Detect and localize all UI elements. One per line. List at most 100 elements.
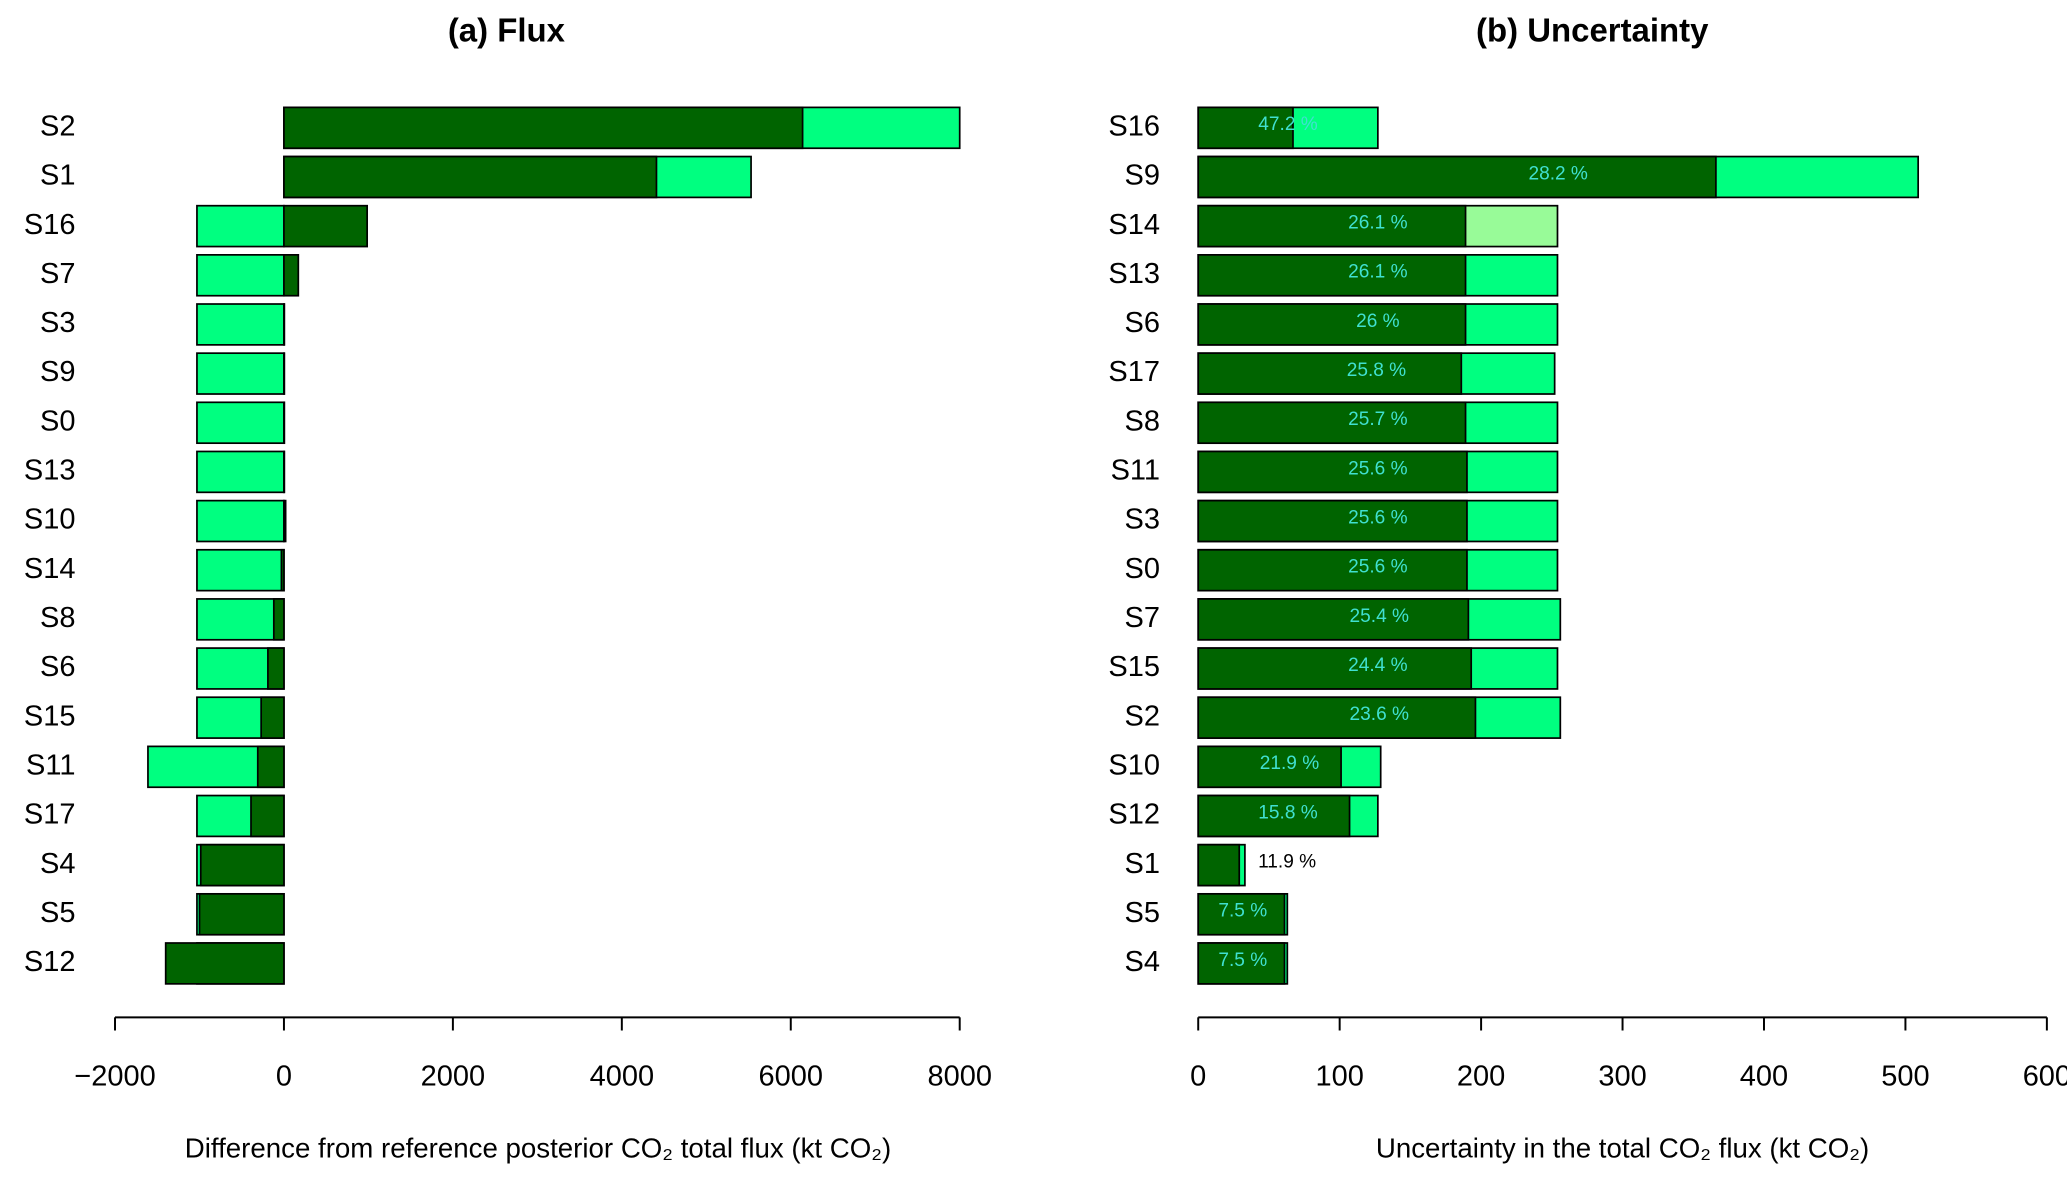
bar [164,942,285,985]
category-label: S9 [1125,160,1160,192]
bar [1197,155,1717,199]
category-label: S5 [1125,897,1160,929]
bar [1197,794,1351,838]
bar [1197,499,1468,543]
x-tick-label: 200 [1457,1061,1505,1093]
category-label: S13 [24,455,76,487]
category-label: S9 [40,356,75,388]
x-tick-label: 0 [276,1061,292,1093]
x-tick-label: 300 [1598,1061,1646,1093]
bar [196,352,285,395]
x-axis-title: Difference from reference posterior CO₂ … [185,1133,891,1164]
category-label: S10 [24,504,76,536]
bar [1197,843,1241,887]
bar [196,499,285,543]
bar [196,548,285,592]
category-label: S8 [40,602,75,634]
bar [1197,598,1470,641]
bar [1197,942,1286,985]
bar [260,696,285,739]
bar [199,843,285,887]
value-label: 25.7 % [1348,409,1407,430]
value-label: 25.6 % [1348,507,1407,528]
category-label: S5 [40,897,75,929]
bar [196,204,285,248]
bar [198,892,285,936]
bar [283,106,804,150]
category-label: S7 [40,258,75,290]
x-tick-label: 2000 [421,1061,485,1093]
bar [283,204,369,248]
category-label: S1 [1125,848,1160,880]
value-label: 25.6 % [1348,458,1407,479]
category-label: S14 [1108,209,1160,241]
category-label: S17 [24,799,76,831]
category-label: S3 [40,307,75,339]
category-label: S12 [1108,799,1160,831]
category-label: S11 [1111,455,1160,487]
category-label: S17 [1108,356,1160,388]
category-label: S2 [40,110,75,142]
bar [196,254,285,297]
x-tick-label: −2000 [74,1061,155,1093]
x-tick-label: 600 [2023,1061,2067,1093]
x-tick-label: 8000 [927,1061,991,1093]
category-label: S15 [24,700,76,732]
value-label: 25.6 % [1348,557,1407,578]
bar [196,401,285,445]
bar [1197,254,1467,297]
value-label: 28.2 % [1528,163,1587,184]
category-label: S12 [24,946,76,978]
value-label: 47.2 % [1258,114,1317,135]
bar [272,598,285,641]
category-label: S6 [1125,307,1160,339]
x-tick-label: 6000 [759,1061,823,1093]
chart-title: (b) Uncertainty [1476,12,1709,49]
category-label: S8 [1125,405,1160,437]
bar [1197,303,1467,346]
category-label: S16 [24,209,76,241]
category-label: S6 [40,651,75,683]
category-label: S10 [1108,749,1160,781]
category-label: S0 [40,405,75,437]
bar [1197,548,1468,592]
value-label: 7.5 % [1218,901,1267,922]
category-label: S14 [24,553,76,585]
category-label: S4 [40,848,75,880]
bar [1197,106,1294,150]
bar [1197,745,1342,789]
category-label: S2 [1125,700,1160,732]
category-label: S4 [1125,946,1160,978]
bar [283,254,300,297]
bar [1197,892,1286,936]
category-label: S3 [1125,504,1160,536]
value-label: 25.8 % [1347,360,1406,381]
x-axis-title: Uncertainty in the total CO₂ flux (kt CO… [1376,1133,1869,1164]
bar [280,548,285,592]
category-label: S1 [40,160,75,192]
bar [1197,401,1467,445]
bar [196,598,285,641]
value-label: 11.9 % [1258,852,1316,873]
bar [283,155,658,199]
bar [1197,352,1463,395]
bar [196,450,285,494]
value-label: 26 % [1356,311,1400,332]
x-tick-label: 4000 [590,1061,654,1093]
value-label: 26.1 % [1348,213,1407,234]
value-label: 25.4 % [1350,606,1409,627]
value-label: 26.1 % [1348,262,1407,283]
bar [256,745,285,789]
bar [283,499,287,543]
value-label: 21.9 % [1260,753,1319,774]
category-label: S11 [26,749,75,781]
category-label: S16 [1108,110,1160,142]
value-label: 15.8 % [1258,802,1317,823]
x-tick-label: 500 [1881,1061,1929,1093]
bar [1197,647,1473,690]
category-label: S7 [1125,602,1160,634]
value-label: 24.4 % [1348,655,1407,676]
category-label: S13 [1108,258,1160,290]
bar [250,794,285,838]
